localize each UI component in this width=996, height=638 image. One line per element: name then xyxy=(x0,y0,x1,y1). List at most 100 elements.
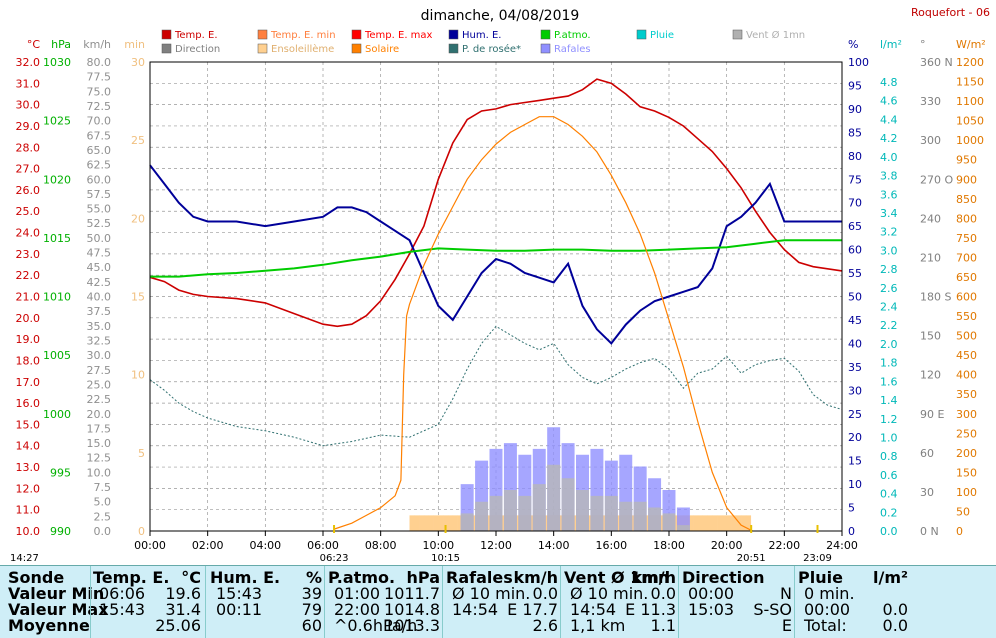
tick-wind: 32.5 xyxy=(87,334,112,347)
tick-solar: 300 xyxy=(956,408,977,421)
series-solaire xyxy=(334,116,753,532)
tick-wind: 10.0 xyxy=(87,466,112,479)
tick-rain: 1.8 xyxy=(880,357,898,370)
tick-rain: 0.2 xyxy=(880,506,898,519)
tick-solar: 100 xyxy=(956,486,977,499)
sunshine-bar xyxy=(731,515,737,531)
legend-swatch xyxy=(732,29,743,40)
legend-swatch xyxy=(351,43,362,54)
tick-rain: 1.6 xyxy=(880,375,898,388)
tick-humidity: 90 xyxy=(848,103,862,116)
tick-wind: 27.5 xyxy=(87,364,112,377)
stats-cell: E 17.7 xyxy=(507,600,558,619)
sunshine-bar xyxy=(587,515,593,531)
tick-humidity: 15 xyxy=(848,455,862,468)
stats-cell: km/h xyxy=(513,568,558,587)
legend-label: P.atmo. xyxy=(554,30,591,41)
sunshine-bar xyxy=(688,515,694,531)
x-tick-label: 02:00 xyxy=(192,539,224,552)
x-tick-label: 24:00 xyxy=(826,539,858,552)
sunshine-bar xyxy=(712,515,718,531)
tick-direction: 30 xyxy=(920,486,934,499)
legend-label: P. de rosée* xyxy=(462,43,521,55)
tick-solar: 550 xyxy=(956,310,977,323)
stats-cell: 0.0 xyxy=(882,600,908,619)
stats-cell: S-SO xyxy=(753,600,792,619)
x-tick-label: 06:00 xyxy=(307,539,339,552)
tick-wind: 40.0 xyxy=(87,291,112,304)
stats-cell: 0.0 xyxy=(650,584,676,603)
tick-rain: 1.0 xyxy=(880,431,898,444)
tick-pressure: 1025 xyxy=(43,115,71,128)
stats-cell: P.atmo. xyxy=(328,568,396,587)
tick-temp: 13.0 xyxy=(16,461,41,474)
tick-temp: 18.0 xyxy=(16,354,41,367)
x-tick-label: 12:00 xyxy=(480,539,512,552)
tick-pressure: 1010 xyxy=(43,291,71,304)
tick-rain: 2.4 xyxy=(880,301,898,314)
stats-cell: Hum. E. xyxy=(210,568,281,587)
x-tick-label: 18:00 xyxy=(653,539,685,552)
axis-unit-pressure: hPa xyxy=(51,38,71,51)
sunshine-bar xyxy=(452,515,458,531)
stats-cell: Ø 10 min. xyxy=(570,584,649,603)
tick-temp: 17.0 xyxy=(16,376,41,389)
stats-panel: Sonde Temp. E. °C Hum. E.% P.atmo. hPa Rafales… xyxy=(0,565,996,638)
legend-label: Temp. E. min xyxy=(270,30,336,41)
tick-rain: 3.0 xyxy=(880,244,898,257)
tick-pressure: 1030 xyxy=(43,56,71,69)
tick-rain: 0.4 xyxy=(880,488,898,501)
tick-solar: 850 xyxy=(956,193,977,206)
tick-solar: 250 xyxy=(956,427,977,440)
tick-minutes: 20 xyxy=(131,212,145,225)
sunshine-bar xyxy=(697,515,703,531)
tick-rain: 4.4 xyxy=(880,113,898,126)
series-layer xyxy=(149,78,843,532)
stats-cell: 0.0 xyxy=(532,584,558,603)
tick-humidity: 95 xyxy=(848,79,862,92)
tick-wind: 72.5 xyxy=(87,100,112,113)
stats-cell: 39 xyxy=(301,584,322,603)
legend-swatch xyxy=(351,29,362,40)
stats-separator xyxy=(205,566,206,638)
tick-rain: 0.0 xyxy=(880,525,898,538)
stats-cell: 00:00 xyxy=(804,600,851,619)
tick-solar: 900 xyxy=(956,173,977,186)
tick-temp: 28.0 xyxy=(16,141,41,154)
x-tick-label: 00:00 xyxy=(134,539,166,552)
chart-title: dimanche, 04/08/2019 xyxy=(421,8,580,24)
tick-direction: 270 O xyxy=(920,173,953,186)
tick-wind: 77.5 xyxy=(87,71,112,84)
tick-wind: 5.0 xyxy=(94,496,112,509)
tick-wind: 25.0 xyxy=(87,378,112,391)
tick-humidity: 30 xyxy=(848,384,862,397)
sunshine-bar xyxy=(419,515,425,531)
tick-humidity: 65 xyxy=(848,220,862,233)
tick-wind: 12.5 xyxy=(87,452,112,465)
tick-solar: 150 xyxy=(956,466,977,479)
tick-rain: 1.2 xyxy=(880,413,898,426)
tick-solar: 200 xyxy=(956,447,977,460)
sunshine-bar xyxy=(645,515,651,531)
legend: Temp. E. Temp. E. min Temp. E. max Hum. E. P… xyxy=(161,29,805,55)
stats-cell: 1011.7 xyxy=(384,584,440,603)
stats-cell: Total: xyxy=(804,616,847,635)
sunshine-bar xyxy=(630,515,636,531)
tick-rain: 4.2 xyxy=(880,132,898,145)
x-tick-label: 20:00 xyxy=(711,539,743,552)
tick-temp: 32.0 xyxy=(16,56,41,69)
legend-label: Ensoleillème xyxy=(271,43,334,55)
sunshine-bar xyxy=(471,515,478,531)
tick-solar: 500 xyxy=(956,330,977,343)
tick-wind: 70.0 xyxy=(87,115,112,128)
legend-label: Pluie xyxy=(650,30,674,41)
stats-cell: 15:43 xyxy=(99,600,146,619)
stats-cell: °C xyxy=(181,568,201,587)
tick-solar: 950 xyxy=(956,154,977,167)
legend-swatch xyxy=(257,43,268,54)
stats-separator xyxy=(90,566,91,638)
stats-cell: 15:43 xyxy=(216,584,263,603)
tick-humidity: 75 xyxy=(848,173,862,186)
stats-cell: km/h xyxy=(631,568,676,587)
tick-humidity: 85 xyxy=(848,126,862,139)
